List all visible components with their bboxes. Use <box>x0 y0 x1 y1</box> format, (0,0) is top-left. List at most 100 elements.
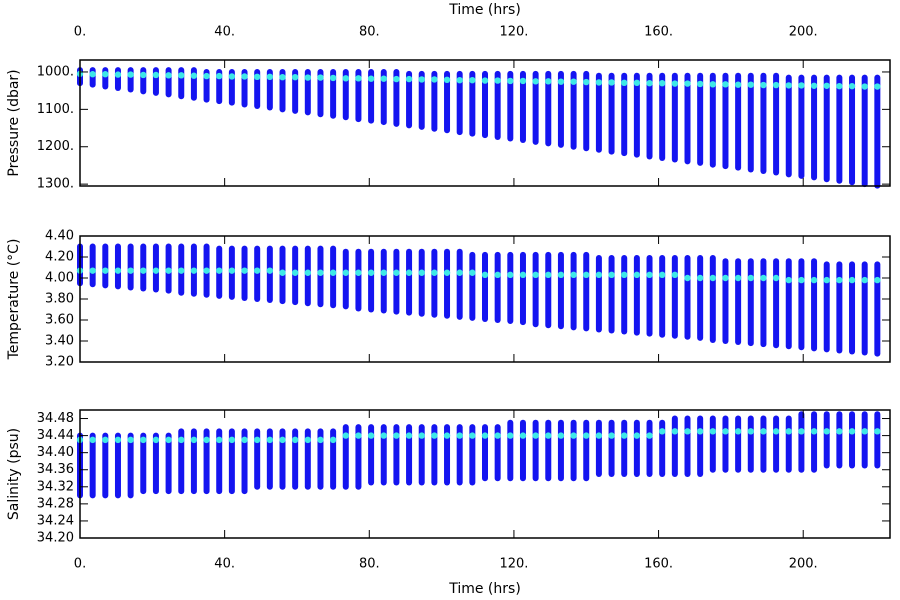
profile-bar <box>621 419 628 477</box>
marker-dot <box>861 83 868 90</box>
marker-dot <box>418 432 425 439</box>
y-tick-label: 34.32 <box>37 479 74 494</box>
profile-bar <box>811 258 818 352</box>
marker-dot <box>253 267 261 274</box>
profile-bar <box>621 72 628 157</box>
marker-dot <box>342 269 349 276</box>
marker-dot <box>291 436 299 444</box>
profile-bar <box>785 258 792 350</box>
profile-bar <box>127 67 134 93</box>
marker-dot <box>367 432 375 439</box>
profile-bar <box>418 424 425 486</box>
marker-dot <box>684 428 691 435</box>
profile-bar <box>709 72 716 168</box>
marker-dot <box>709 428 717 435</box>
marker-dot <box>722 81 729 88</box>
profile-bar <box>861 261 868 356</box>
profile-bar <box>190 428 197 495</box>
profile-bar <box>178 67 185 100</box>
marker-dot <box>696 80 704 88</box>
marker-dot <box>658 428 666 435</box>
marker-dot <box>89 267 96 274</box>
profile-bar <box>292 428 299 490</box>
profile-bar <box>532 70 539 145</box>
marker-dot <box>443 269 451 276</box>
y-tick-label: 1100. <box>37 102 74 117</box>
marker-dot <box>127 436 134 444</box>
marker-dot <box>266 436 274 444</box>
marker-dot <box>595 432 603 439</box>
marker-dot <box>216 436 223 444</box>
profile-bar <box>114 243 121 290</box>
marker-dot <box>722 274 729 282</box>
y-tick-label: 1200. <box>37 139 74 154</box>
marker-dot <box>152 267 160 274</box>
profile-bar <box>773 72 780 176</box>
profile-bar <box>431 248 438 318</box>
profile-bar <box>747 258 754 347</box>
profile-bar <box>102 243 109 289</box>
profile-bar <box>114 67 121 92</box>
x-axis-label: Time (hrs) <box>448 2 521 18</box>
profile-bar <box>735 258 742 346</box>
marker-dot <box>671 271 679 279</box>
x-tick-label: 0. <box>74 557 86 572</box>
marker-dot <box>557 432 565 439</box>
profile-bar <box>595 419 602 477</box>
marker-dot <box>140 267 147 274</box>
profile-bar <box>659 255 666 338</box>
marker-dot <box>304 269 312 276</box>
y-tick-label: 3.20 <box>45 355 74 370</box>
profile-bar <box>773 415 780 473</box>
profile-bar <box>368 248 375 313</box>
marker-dot <box>532 271 539 279</box>
profile-bar <box>785 415 792 473</box>
marker-dot <box>481 432 489 439</box>
profile-bar <box>317 68 324 118</box>
y-axis-label: Pressure (dbar) <box>6 69 22 176</box>
marker-dot <box>595 271 603 279</box>
profile-bar <box>216 428 223 495</box>
marker-dot <box>380 269 387 276</box>
profile-bar <box>570 70 577 150</box>
marker-dot <box>266 267 274 274</box>
marker-dot <box>545 78 552 85</box>
marker-dot <box>798 428 805 435</box>
marker-dot <box>102 71 109 78</box>
profile-bar <box>697 415 704 477</box>
marker-dot <box>583 78 590 86</box>
profile-bar <box>735 72 742 171</box>
profile-bar <box>393 424 400 486</box>
profile-bar <box>228 428 235 495</box>
profile-bar <box>190 67 197 101</box>
marker-dot <box>494 271 501 279</box>
profile-bar <box>709 415 716 473</box>
x-tick-label: 160. <box>644 25 673 40</box>
profile-bar <box>545 251 552 329</box>
marker-dot <box>481 271 489 279</box>
marker-dot <box>342 432 349 439</box>
marker-dot <box>760 428 767 435</box>
marker-dot <box>507 271 514 279</box>
profile-bar <box>279 428 286 490</box>
profile-bar <box>760 258 767 348</box>
marker-dot <box>266 73 274 81</box>
marker-dot <box>304 436 312 444</box>
profile-bar <box>380 424 387 486</box>
profile-bar <box>380 68 387 126</box>
profile-bar <box>406 248 413 316</box>
profile-bar <box>874 411 881 469</box>
marker-dot <box>241 73 248 80</box>
profile-bar <box>342 248 349 310</box>
profile-bar <box>709 255 716 343</box>
marker-dot <box>583 432 590 439</box>
marker-dot <box>114 267 122 274</box>
profile-bar <box>849 261 856 355</box>
marker-dot <box>190 72 198 79</box>
marker-dot <box>848 276 856 284</box>
marker-dot <box>532 432 539 439</box>
profile-bar <box>507 419 514 482</box>
marker-dot <box>469 432 476 439</box>
marker-dot <box>114 436 122 444</box>
